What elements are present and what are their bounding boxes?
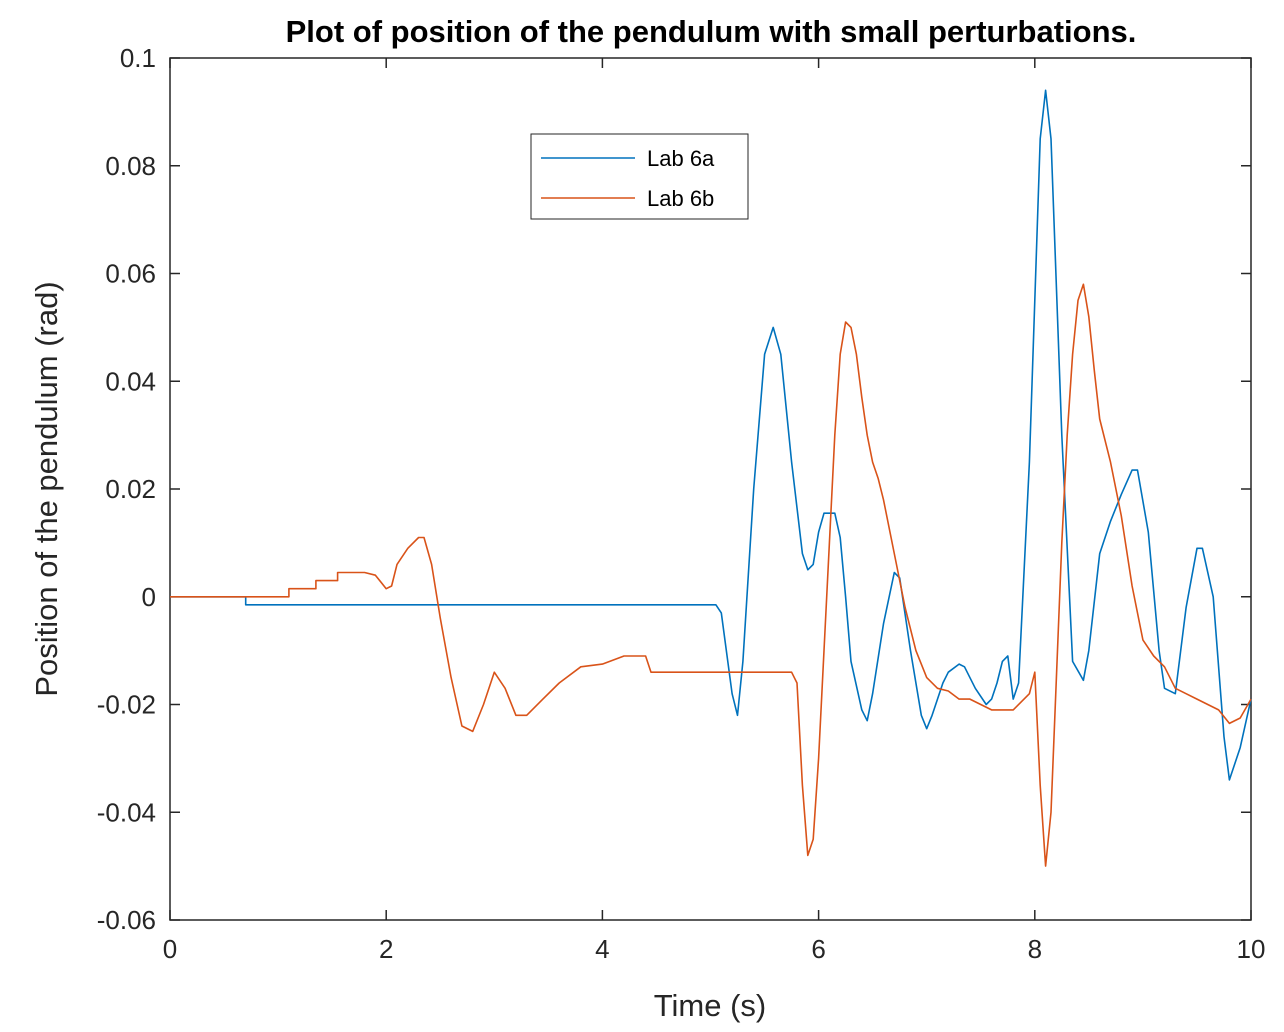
series-line-1: [170, 89, 1252, 781]
x-tick-label: 0: [163, 934, 177, 964]
y-tick-label: 0: [142, 582, 156, 612]
y-tick-label: 0.04: [105, 366, 156, 396]
y-tick-label: 0.02: [105, 474, 156, 504]
legend-box: [530, 133, 749, 220]
y-tick-label: -0.04: [97, 797, 156, 827]
x-tick-label: 10: [1237, 934, 1266, 964]
y-tick-label: -0.02: [97, 690, 156, 720]
legend-label-2: Lab 6b: [647, 186, 714, 211]
series-layer: [170, 89, 1252, 867]
chart-title: Plot of position of the pendulum with sm…: [286, 14, 1137, 49]
legend: Lab 6a Lab 6b: [530, 133, 749, 220]
y-axis-label: Position of the pendulum (rad): [29, 281, 64, 696]
y-tick-label: 0.1: [120, 43, 156, 73]
x-tick-label: 2: [379, 934, 393, 964]
x-axis-label: Time (s): [654, 988, 767, 1023]
x-tick-label: 6: [811, 934, 825, 964]
y-tick-label: 0.08: [105, 151, 156, 181]
legend-label-1: Lab 6a: [647, 146, 715, 171]
x-tick-label: 4: [595, 934, 609, 964]
y-tick-label: 0.06: [105, 259, 156, 289]
x-tick-label: 8: [1028, 934, 1042, 964]
series-line-2: [170, 283, 1252, 867]
tick-layer: 0 2 4 6 8 10 -0.06 -0.04 -0.02 0 0.02 0.04 0.06 0.08 0…: [97, 43, 1266, 964]
y-tick-label: -0.06: [97, 905, 156, 935]
